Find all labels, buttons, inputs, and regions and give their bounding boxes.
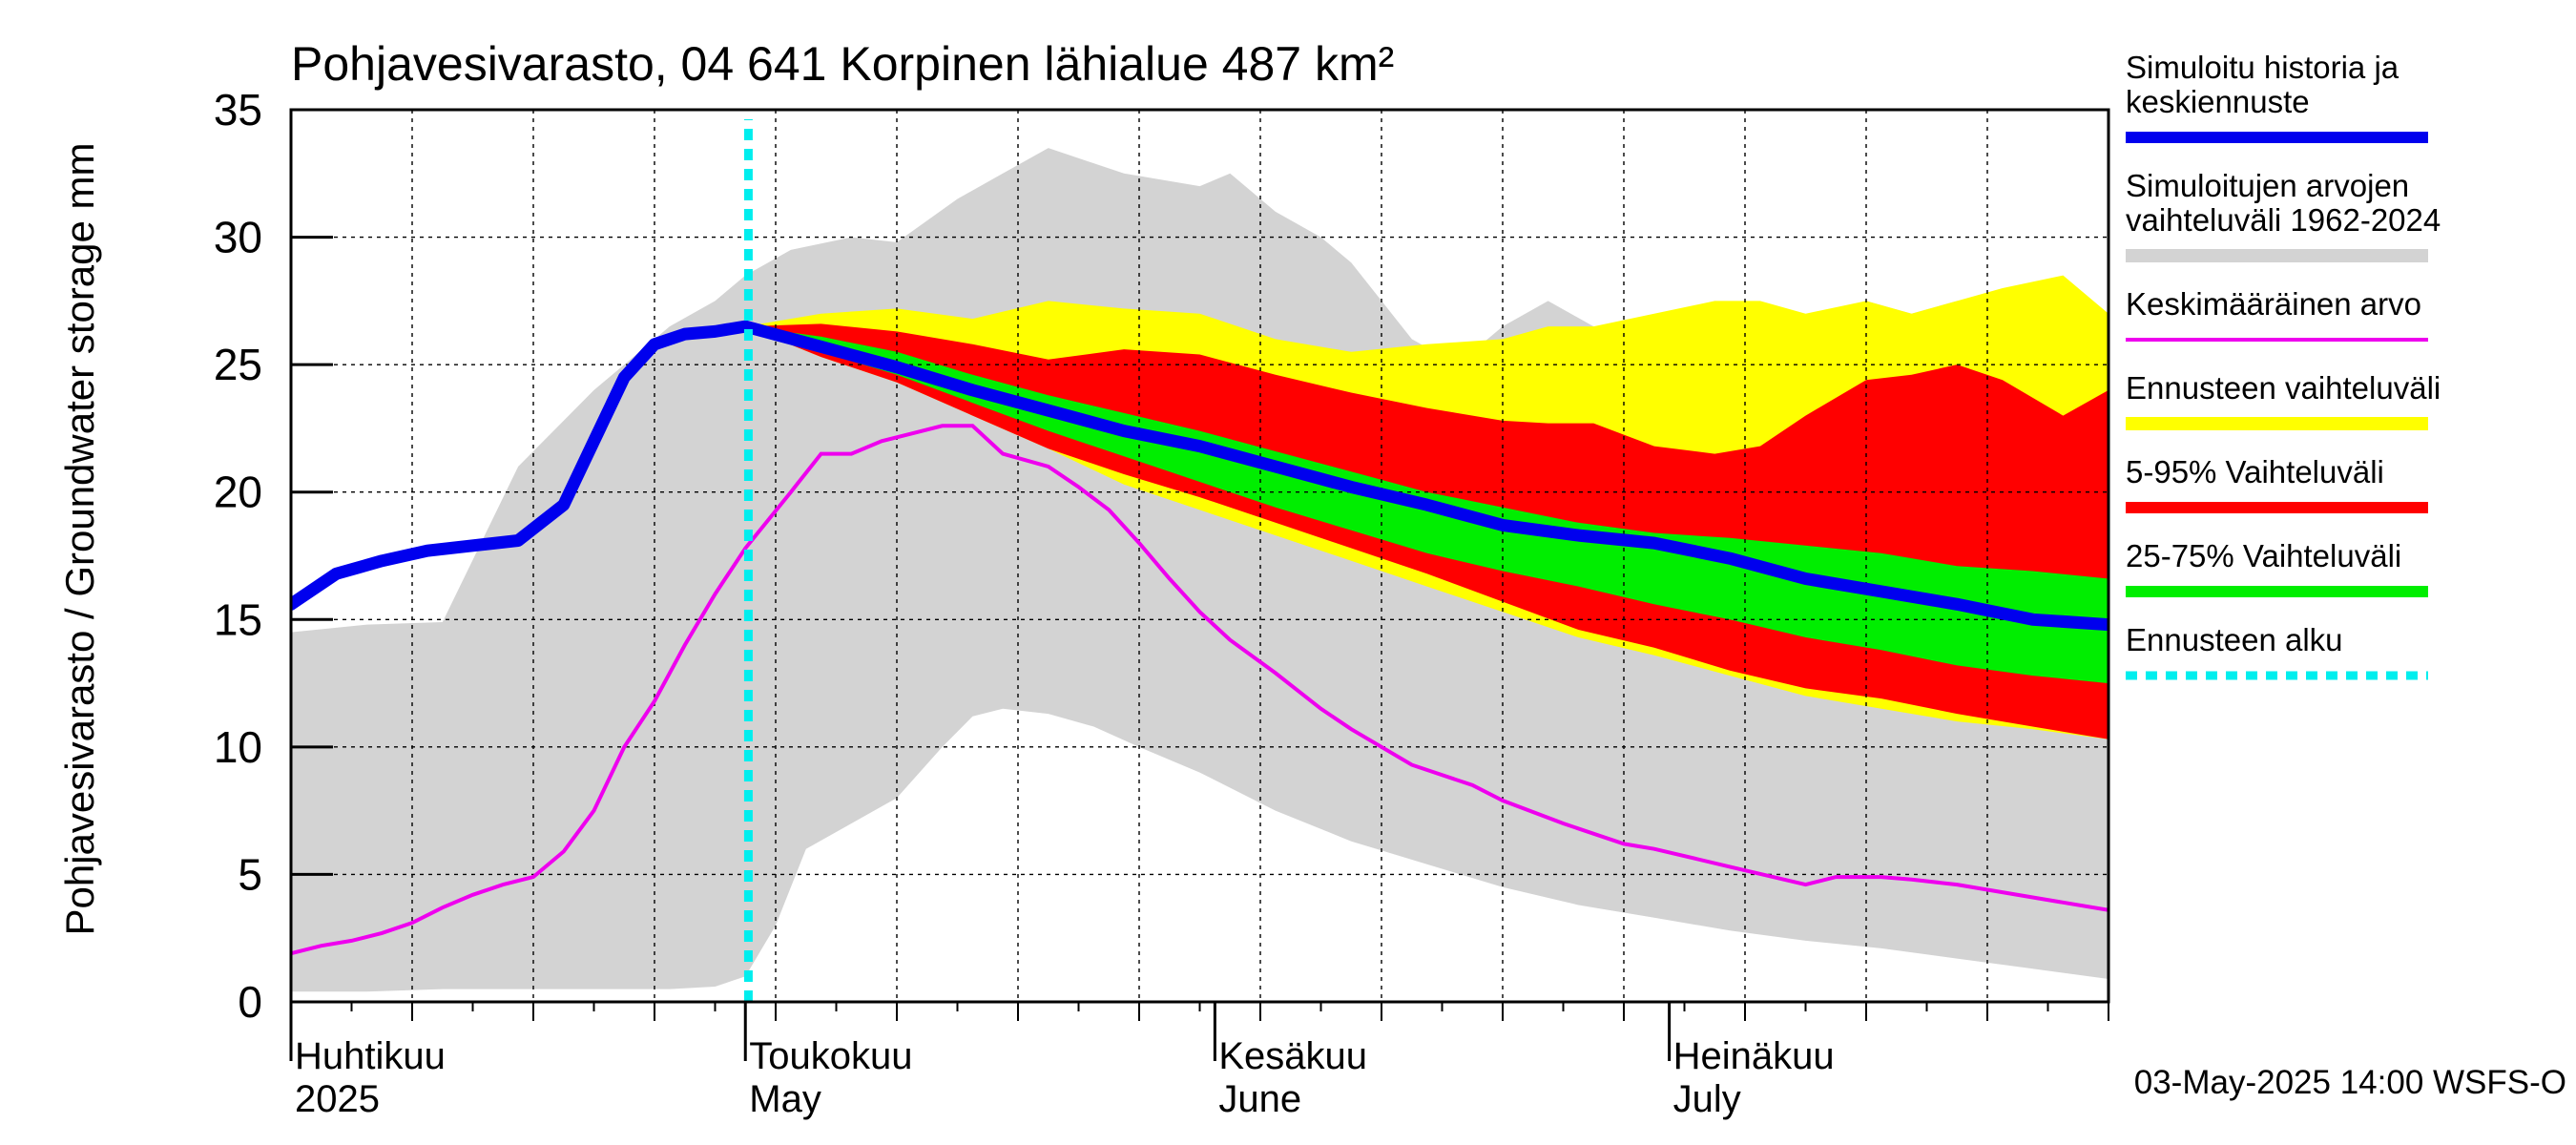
- y-tick-label: 15: [214, 594, 262, 644]
- legend-label: Ennusteen alku: [2126, 622, 2343, 657]
- x-axis-ticks: [290, 1002, 2109, 1021]
- y-tick-label: 35: [214, 85, 262, 135]
- legend-label: Simuloitujen arvojen: [2126, 168, 2409, 203]
- month-label-fi: Huhtikuu: [295, 1035, 446, 1077]
- month-label-en: June: [1218, 1078, 1301, 1120]
- chart-title: Pohjavesivarasto, 04 641 Korpinen lähial…: [291, 37, 1394, 91]
- y-tick-label: 0: [238, 977, 262, 1027]
- y-tick-label: 30: [214, 213, 262, 262]
- history-median-line: [291, 320, 2109, 632]
- y-tick-label: 25: [214, 340, 262, 389]
- month-label-fi: Kesäkuu: [1218, 1035, 1367, 1077]
- legend-label: keskiennuste: [2126, 84, 2310, 119]
- mean-value-line: [291, 424, 2109, 956]
- y-axis-ticks: 0 5 10 15 20 25 30 35: [214, 85, 333, 1027]
- month-label-fi: Toukokuu: [749, 1035, 912, 1077]
- lines-layer: [291, 119, 2109, 1002]
- legend-label: Simuloitu historia ja: [2126, 50, 2399, 85]
- footer-timestamp: 03-May-2025 14:00 WSFS-O: [2134, 1064, 2566, 1101]
- y-axis-label: Pohjavesivarasto / Groundwater storage m…: [57, 142, 102, 935]
- y-tick-label: 5: [238, 849, 262, 899]
- legend-label: 5-95% Vaihteluväli: [2126, 454, 2384, 489]
- month-label-en: 2025: [295, 1078, 380, 1120]
- month-label-fi: Heinäkuu: [1673, 1035, 1835, 1077]
- legend-label: Ennusteen vaihteluväli: [2126, 370, 2441, 406]
- legend-label: 25-75% Vaihteluväli: [2126, 538, 2401, 573]
- legend-label: vaihteluväli 1962-2024: [2126, 202, 2441, 238]
- y-tick-label: 10: [214, 722, 262, 772]
- bands-layer: [291, 148, 2109, 992]
- legend-label: Keskimääräinen arvo: [2126, 286, 2421, 322]
- y-tick-label: 20: [214, 468, 262, 517]
- month-label-en: July: [1673, 1078, 1741, 1120]
- month-label-en: May: [749, 1078, 821, 1120]
- grid-lines: [291, 110, 2109, 1002]
